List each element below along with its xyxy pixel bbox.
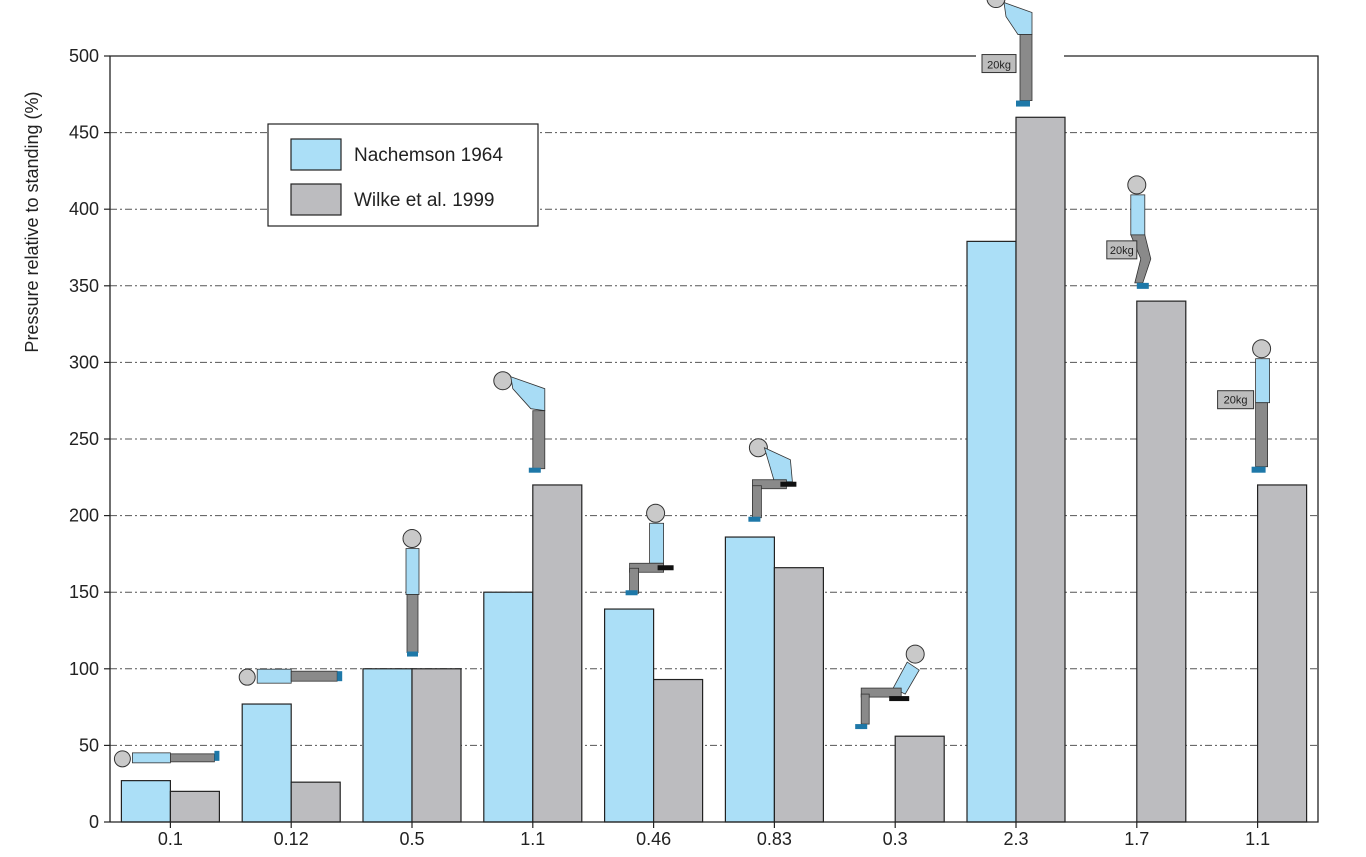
y-tick-label: 450: [69, 123, 99, 143]
x-tick-labels: 0.1 0.12 0.5 1.1 0.46 0.83 0.3 2.3 1.7 1.1: [158, 822, 1270, 849]
figure-standing-bent-forward: [493, 371, 546, 473]
bar-nachemson: [241, 703, 292, 823]
y-tick-label: 0: [89, 812, 99, 832]
x-tick-label: 0.46: [636, 829, 671, 849]
bar-nachemson: [483, 591, 534, 823]
figure-lifting-weight-bent-forward: 20kg: [981, 0, 1033, 107]
bar-wilke: [290, 781, 341, 823]
legend-swatch-nachemson: [290, 138, 342, 171]
svg-text:20kg: 20kg: [1110, 245, 1134, 257]
bar-wilke: [169, 790, 220, 823]
y-tick-label: 400: [69, 199, 99, 219]
x-tick-label: 0.5: [399, 829, 424, 849]
x-tick-label: 2.3: [1003, 829, 1028, 849]
y-tick-label: 500: [69, 46, 99, 66]
legend-label-wilke: Wilke et al. 1999: [354, 190, 494, 211]
y-tick-label: 350: [69, 276, 99, 296]
figure-sitting-upright: [625, 503, 674, 596]
y-tick-label: 50: [79, 735, 99, 755]
x-tick-label: 0.1: [158, 829, 183, 849]
bars: [120, 116, 1308, 823]
x-tick-label: 1.1: [520, 829, 545, 849]
figure-lying-on-side: [238, 668, 343, 686]
figure-holding-weight-close-to-body: 20kg: [1217, 339, 1272, 473]
bar-wilke: [411, 668, 462, 823]
x-tick-label: 0.12: [274, 829, 309, 849]
bar-nachemson: [120, 780, 172, 823]
bar-nachemson: [603, 608, 655, 823]
x-tick-label: 1.1: [1245, 829, 1270, 849]
bar-nachemson: [724, 536, 776, 823]
legend: Nachemson 1964 Wilke et al. 1999: [267, 123, 539, 227]
figure-standing: [402, 529, 422, 657]
figure-sitting-reclined: [855, 644, 925, 730]
y-tick-label: 150: [69, 582, 99, 602]
figure-lying-supine: [113, 750, 220, 768]
bar-nachemson: [966, 240, 1017, 823]
y-tick-label: 250: [69, 429, 99, 449]
bar-wilke: [532, 484, 583, 823]
gridlines: [110, 132, 1318, 746]
bar-wilke: [652, 678, 704, 823]
bar-wilke: [1136, 300, 1187, 823]
y-axis-title: Pressure relative to standing (%): [22, 91, 42, 352]
y-tick-label: 200: [69, 506, 99, 526]
bar-wilke: [773, 567, 825, 823]
y-tick-label: 300: [69, 352, 99, 372]
y-tick-label: 100: [69, 659, 99, 679]
svg-text:20kg: 20kg: [1224, 395, 1248, 407]
x-tick-label: 0.3: [883, 829, 908, 849]
y-tick-labels: 0 50 100 150 200 250 300 350 400 450 500: [69, 46, 110, 832]
bar-wilke: [1015, 116, 1066, 823]
bar-nachemson: [362, 668, 413, 823]
figure-sitting-bent-forward: [748, 438, 797, 522]
legend-swatch-wilke: [290, 183, 342, 216]
x-tick-label: 1.7: [1124, 829, 1149, 849]
svg-text:20kg: 20kg: [987, 60, 1011, 72]
bar-wilke: [1256, 484, 1308, 823]
bar-wilke: [894, 735, 945, 823]
x-tick-label: 0.83: [757, 829, 792, 849]
posture-figures: 20kg 20kg 20kg: [113, 0, 1272, 768]
figure-lifting-weight-with-bent-knees: 20kg: [1106, 175, 1152, 289]
legend-label-nachemson: Nachemson 1964: [354, 145, 503, 166]
